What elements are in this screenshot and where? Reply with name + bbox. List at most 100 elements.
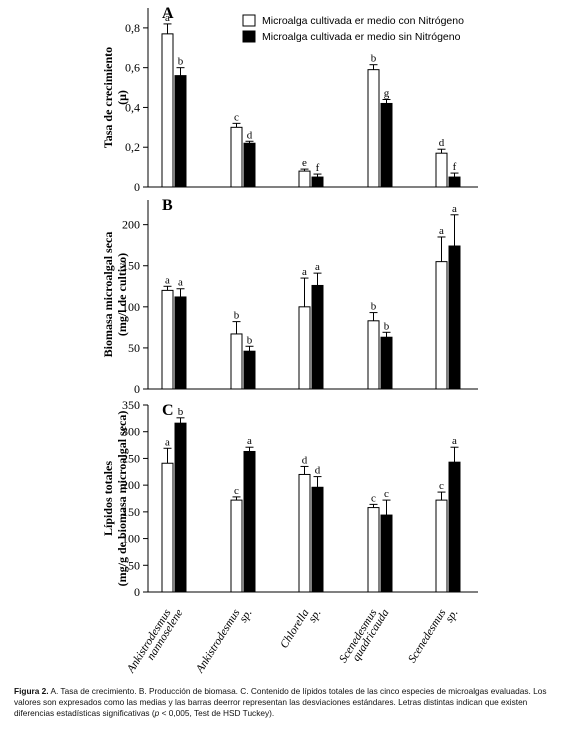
- y-tick-label: 0: [134, 180, 140, 194]
- significance-letter: d: [439, 137, 445, 149]
- bar-with-nitrogen: [230, 499, 243, 593]
- significance-letter: b: [384, 320, 390, 332]
- bar-with-nitrogen: [367, 507, 380, 593]
- significance-letter: c: [234, 485, 239, 497]
- bar-with-nitrogen: [230, 333, 243, 390]
- y-tick-label: 0,2: [125, 140, 140, 154]
- bar-with-nitrogen: [435, 261, 448, 390]
- bar-without-nitrogen: [448, 176, 461, 188]
- y-tick-label: 150: [122, 259, 140, 273]
- bar-without-nitrogen: [311, 284, 324, 390]
- bar-without-nitrogen: [448, 245, 461, 390]
- legend-label-without-nitrogen: Microalga cultivada er medio sin Nitróge…: [262, 31, 461, 43]
- y-axis-label: Lípidos totales: [101, 461, 115, 536]
- panel-letter: C: [162, 402, 174, 419]
- y-tick-label: 0: [134, 585, 140, 599]
- bar-without-nitrogen: [380, 102, 393, 188]
- significance-letter: b: [371, 301, 377, 313]
- significance-letter: a: [315, 261, 320, 273]
- y-tick-label: 0: [134, 382, 140, 396]
- bar-without-nitrogen: [174, 296, 187, 390]
- panel-B: B 0 50 100 150 200 Biomasa microalgal seca (mg/…: [101, 197, 478, 396]
- y-tick-label: 300: [122, 425, 140, 439]
- significance-letter: a: [165, 12, 170, 24]
- y-axis-label: Biomasa microalgal seca: [101, 232, 115, 358]
- species-label-2-line2: sp.: [237, 607, 254, 624]
- legend-swatch-without-nitrogen: [242, 30, 256, 43]
- bar-with-nitrogen: [298, 306, 311, 390]
- significance-letter: e: [302, 157, 307, 169]
- panel-letter: A: [162, 5, 174, 22]
- panel-letter: B: [162, 197, 173, 214]
- significance-letter: c: [234, 111, 239, 123]
- significance-letter: a: [178, 277, 183, 289]
- panel-C: C 0 50 100 150 200 250 300 350 Lípidos totales (mg…: [101, 398, 478, 599]
- y-tick-label: 100: [122, 532, 140, 546]
- y-tick-label: 200: [122, 478, 140, 492]
- significance-letter: b: [234, 310, 240, 322]
- figure-caption: Figura 2. A. Tasa de crecimiento. B. Pro…: [14, 686, 562, 720]
- species-label-2-line1: Ankistrodesmus: [193, 607, 242, 676]
- bar-without-nitrogen: [380, 336, 393, 390]
- y-axis-label-units: (mg/l de cultivo): [115, 253, 129, 336]
- significance-letter: a: [452, 435, 457, 447]
- legend-label-with-nitrogen: Microalga cultivada er medio con Nitróge…: [262, 15, 464, 27]
- significance-letter: a: [247, 435, 252, 447]
- bar-without-nitrogen: [380, 514, 393, 593]
- species-label-3-line2: sp.: [306, 607, 323, 624]
- y-tick-label: 50: [128, 558, 140, 572]
- bar-with-nitrogen: [161, 289, 174, 390]
- y-tick-label: 350: [122, 398, 140, 412]
- bar-without-nitrogen: [311, 176, 324, 188]
- caption-text: A. Tasa de crecimiento. B. Producción de…: [14, 686, 547, 719]
- bar-with-nitrogen: [367, 320, 380, 390]
- y-axis-label-units: (μ): [115, 90, 129, 105]
- y-tick-label: 200: [122, 218, 140, 232]
- significance-letter: d: [247, 129, 253, 141]
- significance-letter: g: [384, 87, 390, 99]
- significance-letter: b: [247, 334, 253, 346]
- species-label-5-line2: sp.: [443, 607, 460, 624]
- significance-letter: c: [371, 492, 376, 504]
- significance-letter: f: [316, 162, 320, 174]
- bar-with-nitrogen: [435, 499, 448, 593]
- bar-without-nitrogen: [448, 461, 461, 593]
- significance-letter: c: [439, 480, 444, 492]
- y-tick-label: 0,8: [125, 21, 140, 35]
- significance-letter: f: [453, 161, 457, 173]
- species-label-5-line1: Scenedesmus: [406, 607, 449, 665]
- significance-letter: a: [165, 436, 170, 448]
- significance-letter: a: [439, 225, 444, 237]
- y-axis-label: Tasa de crecimiento: [101, 47, 115, 148]
- significance-letter: b: [178, 406, 184, 418]
- caption-p-symbol: p: [154, 708, 160, 719]
- y-tick-label: 0,4: [125, 100, 140, 114]
- significance-letter: d: [315, 465, 321, 477]
- significance-letter: d: [302, 454, 308, 466]
- significance-letter: a: [452, 203, 457, 215]
- y-tick-label: 150: [122, 505, 140, 519]
- significance-letter: b: [371, 53, 377, 65]
- caption-label: Figura 2.: [14, 686, 49, 696]
- species-label-3-line1: Chlorella: [278, 607, 311, 651]
- significance-letter: c: [384, 488, 389, 500]
- species-labels: Ankistrodesmus nannoselene Ankistrodesmu…: [124, 607, 460, 676]
- significance-letter: a: [302, 266, 307, 278]
- bar-without-nitrogen: [243, 142, 256, 188]
- bar-with-nitrogen: [161, 33, 174, 188]
- caption-text-end: < 0,005, Test de HSD Tuckey).: [159, 708, 275, 719]
- legend: Microalga cultivada er medio con Nitróge…: [242, 14, 464, 43]
- bar-without-nitrogen: [243, 350, 256, 390]
- bar-with-nitrogen: [230, 126, 243, 188]
- legend-swatch-with-nitrogen: [242, 14, 256, 27]
- bar-without-nitrogen: [174, 75, 187, 188]
- bar-with-nitrogen: [161, 462, 174, 593]
- y-tick-label: 250: [122, 451, 140, 465]
- bar-without-nitrogen: [243, 450, 256, 593]
- y-tick-label: 100: [122, 300, 140, 314]
- bar-without-nitrogen: [174, 422, 187, 593]
- y-tick-label: 50: [128, 341, 140, 355]
